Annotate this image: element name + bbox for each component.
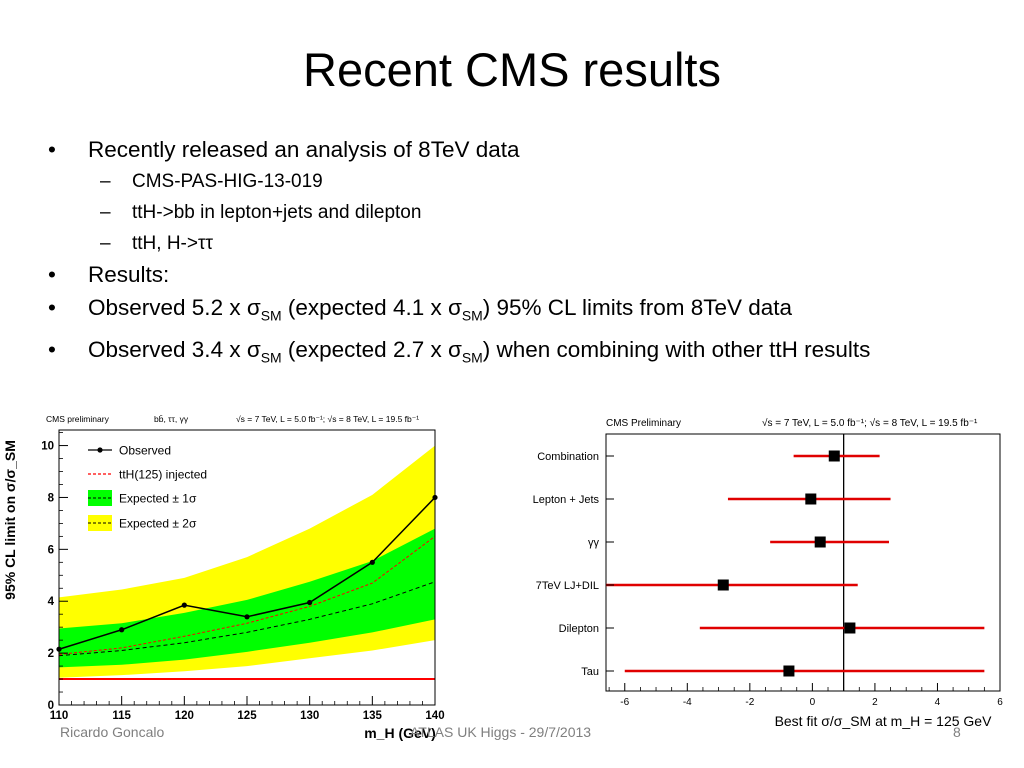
- bullet-text: Results:: [88, 262, 170, 287]
- category-label: Combination: [537, 451, 599, 463]
- bullet-text-part: ) when combining with other ttH results: [482, 336, 871, 362]
- injected-line: [58, 535, 436, 655]
- x-tick-label: 135: [363, 710, 383, 722]
- legend-label: Observed: [119, 444, 171, 458]
- bullet-marker: •: [48, 336, 56, 362]
- x-tick-label: 140: [425, 710, 444, 722]
- best-fit-marker: [828, 450, 840, 462]
- expected-median-line: [58, 581, 436, 657]
- best-fit-plot: CMS Preliminary √s = 7 TeV, L = 5.0 fb⁻¹…: [533, 417, 1004, 729]
- footer-page-number: 8: [953, 724, 961, 740]
- bullet-text: Observed 3.4 x σSM (expected 2.7 x σSM) …: [88, 336, 871, 366]
- best-fit-marker: [805, 493, 817, 505]
- bullet-text-part: Observed 5.2 x σ: [88, 295, 261, 320]
- best-fit-marker: [783, 665, 795, 677]
- bullet-text-part: (expected 4.1 x σ: [281, 295, 462, 320]
- observed-point: [181, 602, 187, 608]
- bullet-marker: •: [48, 295, 56, 320]
- bullet-item: • Observed 5.2 x σSM (expected 4.1 x σSM)…: [48, 291, 1018, 333]
- channels-label: bb̄, ττ, γγ: [154, 414, 189, 424]
- band-1sigma: [59, 528, 435, 668]
- bullet-marker: –: [100, 171, 111, 192]
- bullet-text-part: (expected 2.7 x σ: [281, 336, 462, 362]
- footer-author: Ricardo Goncalo: [60, 724, 165, 740]
- best-fit-marker: [814, 536, 826, 548]
- bullet-text-part: ) 95% CL limits from 8TeV data: [482, 295, 793, 320]
- legend-label: Expected ± 1σ: [119, 492, 197, 506]
- x-tick-label: 2: [872, 697, 878, 708]
- bullet-text-part: Observed 3.4 x σ: [88, 336, 261, 362]
- axes: 110 115 120 125 130 135 140 0 2 4 6 8 10: [41, 432, 445, 722]
- observed-point: [307, 599, 313, 606]
- bullet-item: • Observed 3.4 x σSM (expected 2.7 x σSM)…: [48, 333, 1018, 375]
- plot-header: CMS Preliminary √s = 7 TeV, L = 5.0 fb⁻¹…: [606, 417, 978, 429]
- subscript: SM: [260, 349, 282, 365]
- y-axis-label: 95% CL limit on σ/σ_SM: [2, 440, 18, 600]
- energy-label: √s = 7 TeV, L = 5.0 fb⁻¹; √s = 8 TeV, L …: [236, 414, 419, 424]
- observed-point: [119, 627, 125, 633]
- x-tick-label: 115: [112, 710, 131, 722]
- x-tick-label: -2: [745, 697, 754, 708]
- bullet-list: • Recently released an analysis of 8TeV d…: [48, 134, 1018, 374]
- y-tick-label: 6: [48, 544, 54, 556]
- bullet-text: Recently released an analysis of 8TeV da…: [88, 137, 520, 162]
- y-tick-label: 2: [48, 648, 54, 660]
- x-tick-label: 120: [175, 710, 194, 722]
- subscript: SM: [260, 307, 282, 324]
- bullet-text: Observed 5.2 x σSM (expected 4.1 x σSM) …: [88, 295, 793, 324]
- x-axis-label: m_H (GeV): [364, 725, 436, 741]
- legend-label: Expected ± 2σ: [119, 517, 197, 531]
- category-label: 7TeV LJ+DIL: [536, 580, 599, 592]
- y-tick-label: 0: [48, 700, 54, 712]
- y-tick-label: 4: [48, 596, 55, 608]
- bullet-marker: –: [100, 233, 111, 254]
- y-tick-label: 10: [41, 441, 54, 453]
- x-tick-label: -6: [620, 697, 629, 708]
- best-fit-marker: [844, 622, 856, 634]
- x-tick-label: 125: [237, 710, 257, 722]
- best-fit-marker: [717, 579, 729, 591]
- series-lines: [56, 494, 438, 681]
- x-tick-label: 110: [50, 710, 69, 722]
- plot-frame: [605, 433, 1001, 692]
- subscript: SM: [461, 307, 483, 324]
- category-label: γγ: [588, 537, 600, 549]
- observed-point: [369, 559, 375, 565]
- energy-label: √s = 7 TeV, L = 5.0 fb⁻¹; √s = 8 TeV, L …: [762, 417, 978, 429]
- legend-label: ttH(125) injected: [119, 468, 207, 482]
- footer-event: ATLAS UK Higgs - 29/7/2013: [410, 724, 592, 740]
- bullet-item: • Results:: [48, 259, 1018, 291]
- cms-label: CMS preliminary: [46, 414, 110, 424]
- legend-observed-marker: [97, 447, 103, 453]
- x-tick-label: -4: [683, 697, 692, 708]
- category-label: Dilepton: [559, 623, 599, 635]
- x-tick-label: 0: [810, 697, 816, 708]
- slide-title: Recent CMS results: [303, 43, 721, 96]
- limit-plot: CMS preliminary bb̄, ττ, γγ √s = 7 TeV, …: [2, 414, 445, 741]
- bullet-text: ttH, H->ττ: [132, 233, 213, 254]
- uncertainty-bands: [59, 445, 435, 678]
- fit-points: Combination Lepton + Jets γγ 7TeV LJ+DIL Dil…: [533, 434, 1003, 708]
- sub-bullet-item: – ttH, H->ττ: [48, 228, 1018, 259]
- category-label: Lepton + Jets: [533, 494, 600, 506]
- y-tick-label: 8: [48, 492, 55, 504]
- bullet-item: • Recently released an analysis of 8TeV d…: [48, 134, 1018, 166]
- bullet-marker: –: [100, 202, 111, 223]
- plot-header: CMS preliminary bb̄, ττ, γγ √s = 7 TeV, …: [46, 414, 419, 424]
- bullet-text: ttH->bb in lepton+jets and dilepton: [132, 202, 422, 223]
- bullet-marker: •: [48, 262, 56, 287]
- legend: Observed ttH(125) injected Expected ± 1σ…: [88, 444, 207, 531]
- x-tick-label: 4: [935, 697, 941, 708]
- observed-point: [244, 614, 250, 620]
- x-tick-label: 130: [300, 710, 319, 722]
- sub-bullet-item: – CMS-PAS-HIG-13-019: [48, 166, 1018, 197]
- subscript: SM: [461, 349, 483, 365]
- bullet-text: CMS-PAS-HIG-13-019: [132, 171, 323, 192]
- cms-label: CMS Preliminary: [606, 418, 681, 429]
- sub-bullet-item: – ttH->bb in lepton+jets and dilepton: [48, 197, 1018, 228]
- bullet-marker: •: [48, 137, 56, 162]
- x-axis-label: Best fit σ/σ_SM at m_H = 125 GeV: [775, 713, 993, 729]
- category-label: Tau: [581, 666, 599, 678]
- x-tick-label: 6: [997, 697, 1003, 708]
